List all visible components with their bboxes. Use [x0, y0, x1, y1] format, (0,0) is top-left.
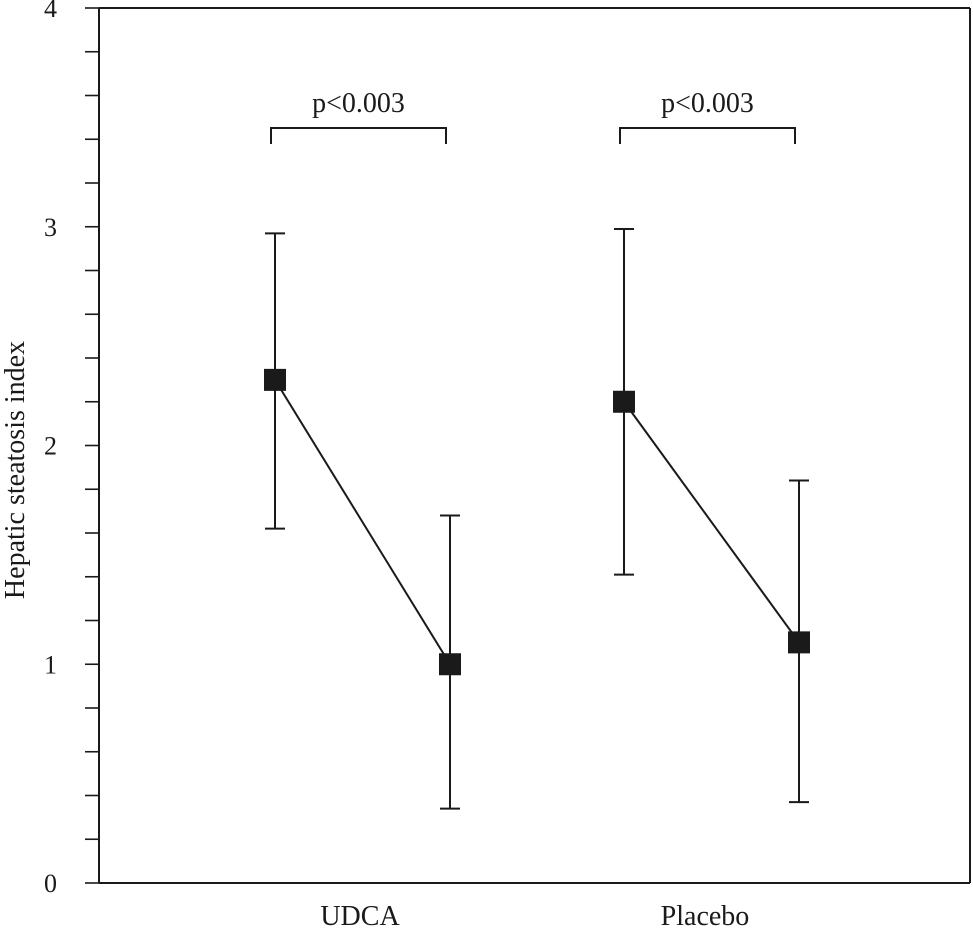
series [264, 227, 810, 810]
data-point [613, 390, 635, 413]
category-label: Placebo [661, 901, 750, 932]
plot-frame [98, 7, 971, 884]
group-placebo [613, 227, 810, 804]
group-udca [264, 232, 461, 810]
y-tick-label: 0 [44, 869, 57, 898]
y-ticks [85, 7, 99, 884]
y-axis-label: Hepatic steatosis index [0, 341, 31, 599]
connector-line [274, 379, 451, 665]
connector-line [623, 401, 800, 643]
category-labels: UDCA Placebo [320, 901, 749, 932]
y-tick-label: 3 [44, 213, 57, 242]
significance-bracket [270, 127, 447, 144]
y-tick-label: 1 [44, 650, 57, 679]
data-point [264, 368, 286, 391]
y-tick-label: 2 [44, 432, 57, 461]
y-tick-labels: 0 1 2 3 4 [44, 0, 57, 898]
y-tick-label: 4 [44, 0, 57, 23]
significance-label: p<0.003 [661, 88, 754, 119]
data-point [788, 631, 810, 654]
data-point [439, 653, 461, 676]
significance-brackets: p<0.003 p<0.003 [270, 88, 796, 144]
category-label: UDCA [320, 901, 400, 932]
significance-label: p<0.003 [312, 88, 405, 119]
significance-bracket [619, 127, 796, 144]
